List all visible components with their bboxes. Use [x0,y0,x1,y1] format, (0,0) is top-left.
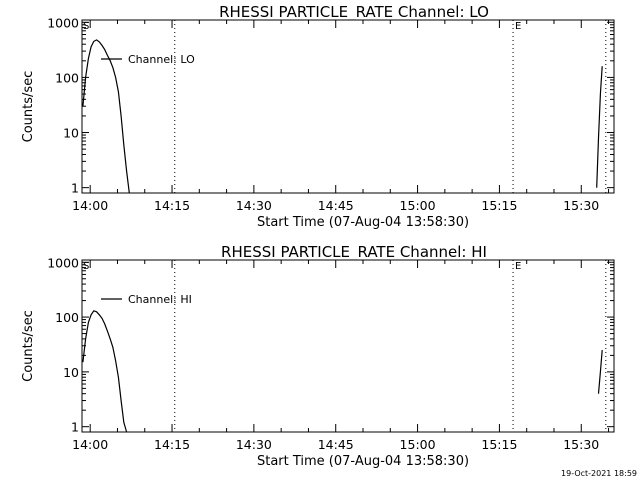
series-line-segment [82,310,128,433]
series-line-segment [597,350,603,394]
x-tick-label: 14:45 [318,198,354,213]
event-line-label: E [515,261,521,272]
x-axis-label: Start Time (07-Aug-04 13:58:30) [257,215,469,230]
y-tick-label: 10 [63,126,79,141]
x-tick-label: 15:15 [481,198,517,213]
chart-title: RHESSI PARTICLE_RATE Channel: LO [219,3,489,22]
y-axis-label: Counts/sec [21,310,36,382]
legend-label: Channel: HI [128,293,192,306]
x-tick-label: 14:15 [154,437,190,452]
y-tick-label: 100 [55,70,79,85]
start-marker: S [83,261,89,272]
x-tick-label: 14:30 [236,437,272,452]
x-tick-label: 15:30 [563,437,599,452]
y-tick-label: 1 [71,420,79,435]
x-tick-label: 14:30 [236,198,272,213]
series-line-segment [82,39,130,194]
series-line-segment [596,66,603,188]
y-tick-label: 10 [63,365,79,380]
x-tick-label: 15:15 [481,437,517,452]
x-tick-label: 15:30 [563,198,599,213]
y-axis-label: Counts/sec [21,71,36,143]
y-tick-label: 1 [71,181,79,196]
chart-lo-channel: RHESSI PARTICLE_RATE Channel: LO Counts/s… [21,3,615,230]
x-tick-label: 14:00 [72,198,108,213]
x-tick-label: 14:15 [154,198,190,213]
plot-frame [81,259,615,433]
chart-title: RHESSI PARTICLE_RATE Channel: HI [221,243,487,262]
y-tick-label: 1000 [47,15,79,30]
y-tick-label: 1000 [47,255,79,270]
x-tick-label: 15:00 [400,437,436,452]
x-axis-label: Start Time (07-Aug-04 13:58:30) [257,454,469,469]
y-tick-label: 100 [55,310,79,325]
plot-frame [81,19,615,194]
x-tick-label: 15:00 [400,198,436,213]
legend-label: Channel: LO [128,53,195,66]
chart-hi-channel: RHESSI PARTICLE_RATE Channel: HI Counts/s… [21,243,615,469]
x-tick-label: 14:00 [72,437,108,452]
start-marker: S [83,21,89,32]
x-tick-label: 14:45 [318,437,354,452]
event-line-label: E [515,21,521,32]
generation-timestamp: 19-Oct-2021 18:59 [561,469,637,478]
